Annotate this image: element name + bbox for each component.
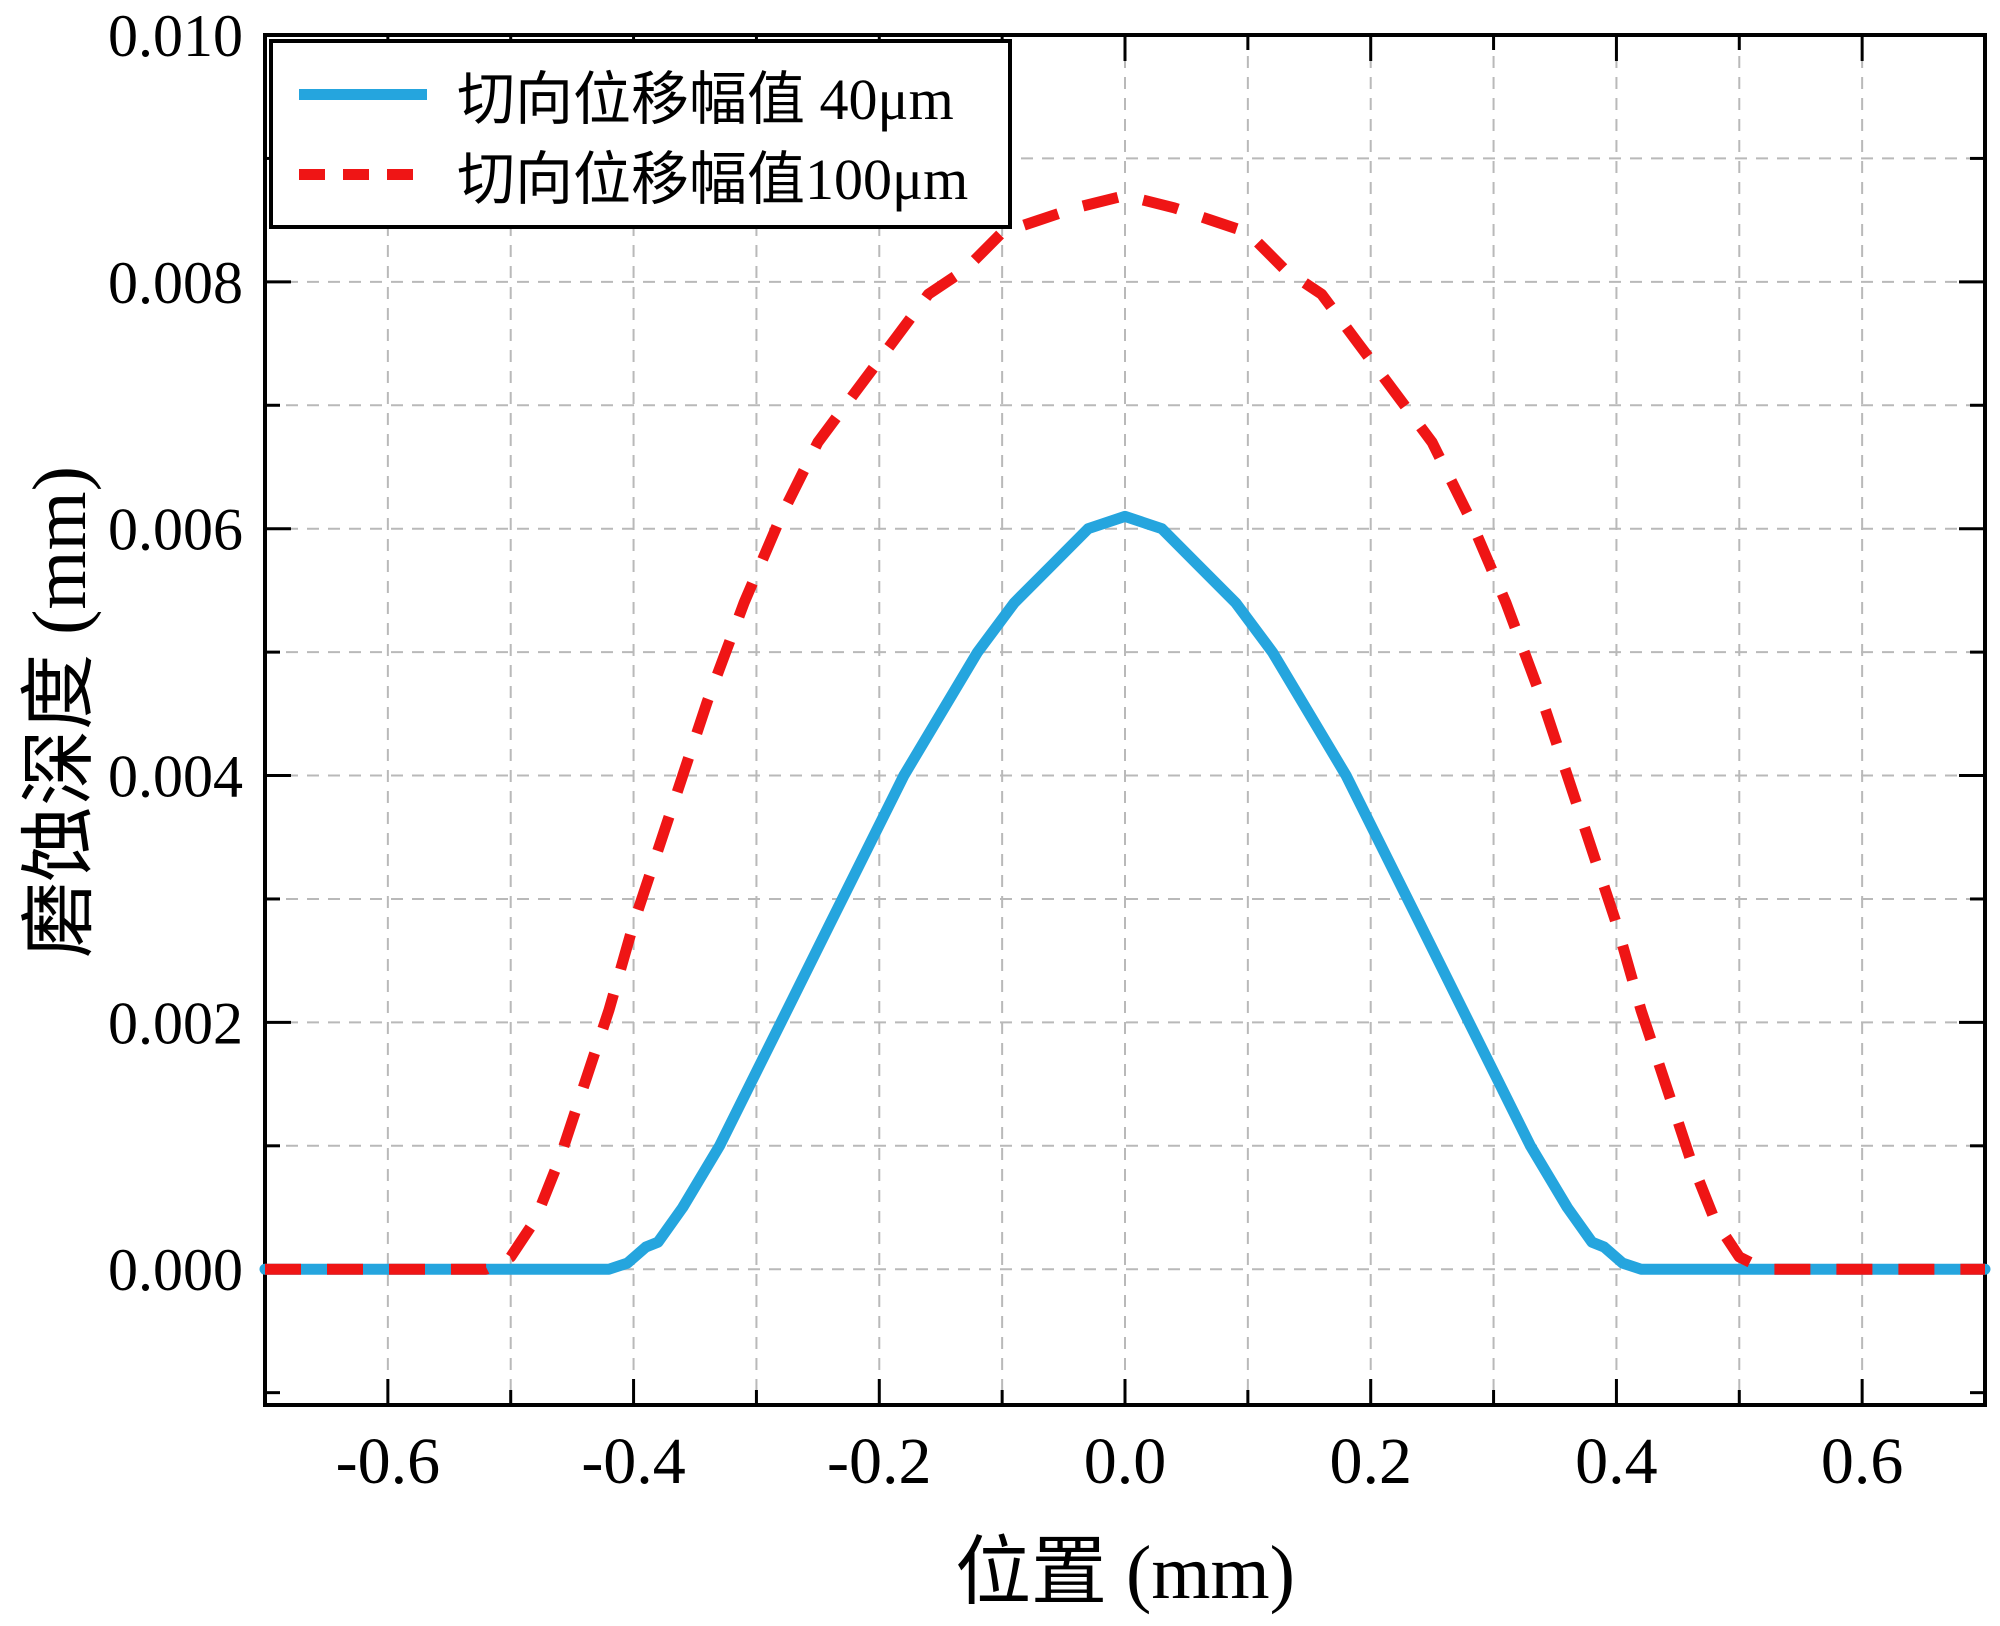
y-tick-label: 0.000 — [108, 1237, 243, 1303]
legend-item: 切向位移幅值 40μm — [299, 57, 968, 132]
y-tick-label: 0.010 — [108, 3, 243, 69]
x-tick-label: 0.2 — [1329, 1425, 1412, 1498]
x-tick-label: 0.6 — [1821, 1425, 1904, 1498]
legend-label: 切向位移幅值 40μm — [457, 67, 954, 132]
y-tick-label: 0.002 — [108, 990, 243, 1056]
x-axis-label: 位置 (mm) — [955, 1531, 1295, 1615]
x-tick-label: -0.4 — [581, 1425, 685, 1498]
y-tick-label: 0.006 — [108, 497, 243, 563]
legend-item: 切向位移幅值100μm — [299, 137, 968, 212]
legend-label: 切向位移幅值100μm — [457, 147, 969, 212]
legend: 切向位移幅值 40μm 切向位移幅值100μm — [269, 39, 1013, 229]
y-tick-label: 0.008 — [108, 250, 243, 316]
plot-frame — [263, 33, 1987, 1407]
legend-solid-line-sample — [299, 88, 427, 100]
x-tick-label: 0.0 — [1084, 1425, 1167, 1498]
x-tick-label: 0.4 — [1575, 1425, 1658, 1498]
series-dashed-line — [265, 190, 1985, 1275]
legend-dashed-line-sample — [299, 168, 427, 180]
series-solid-line — [259, 510, 1991, 1275]
y-tick-label: 0.004 — [108, 744, 243, 810]
x-tick-label: -0.2 — [827, 1425, 931, 1498]
x-tick-label: -0.6 — [336, 1425, 440, 1498]
y-axis-label: 磨蚀深度 (mm) — [18, 466, 102, 958]
